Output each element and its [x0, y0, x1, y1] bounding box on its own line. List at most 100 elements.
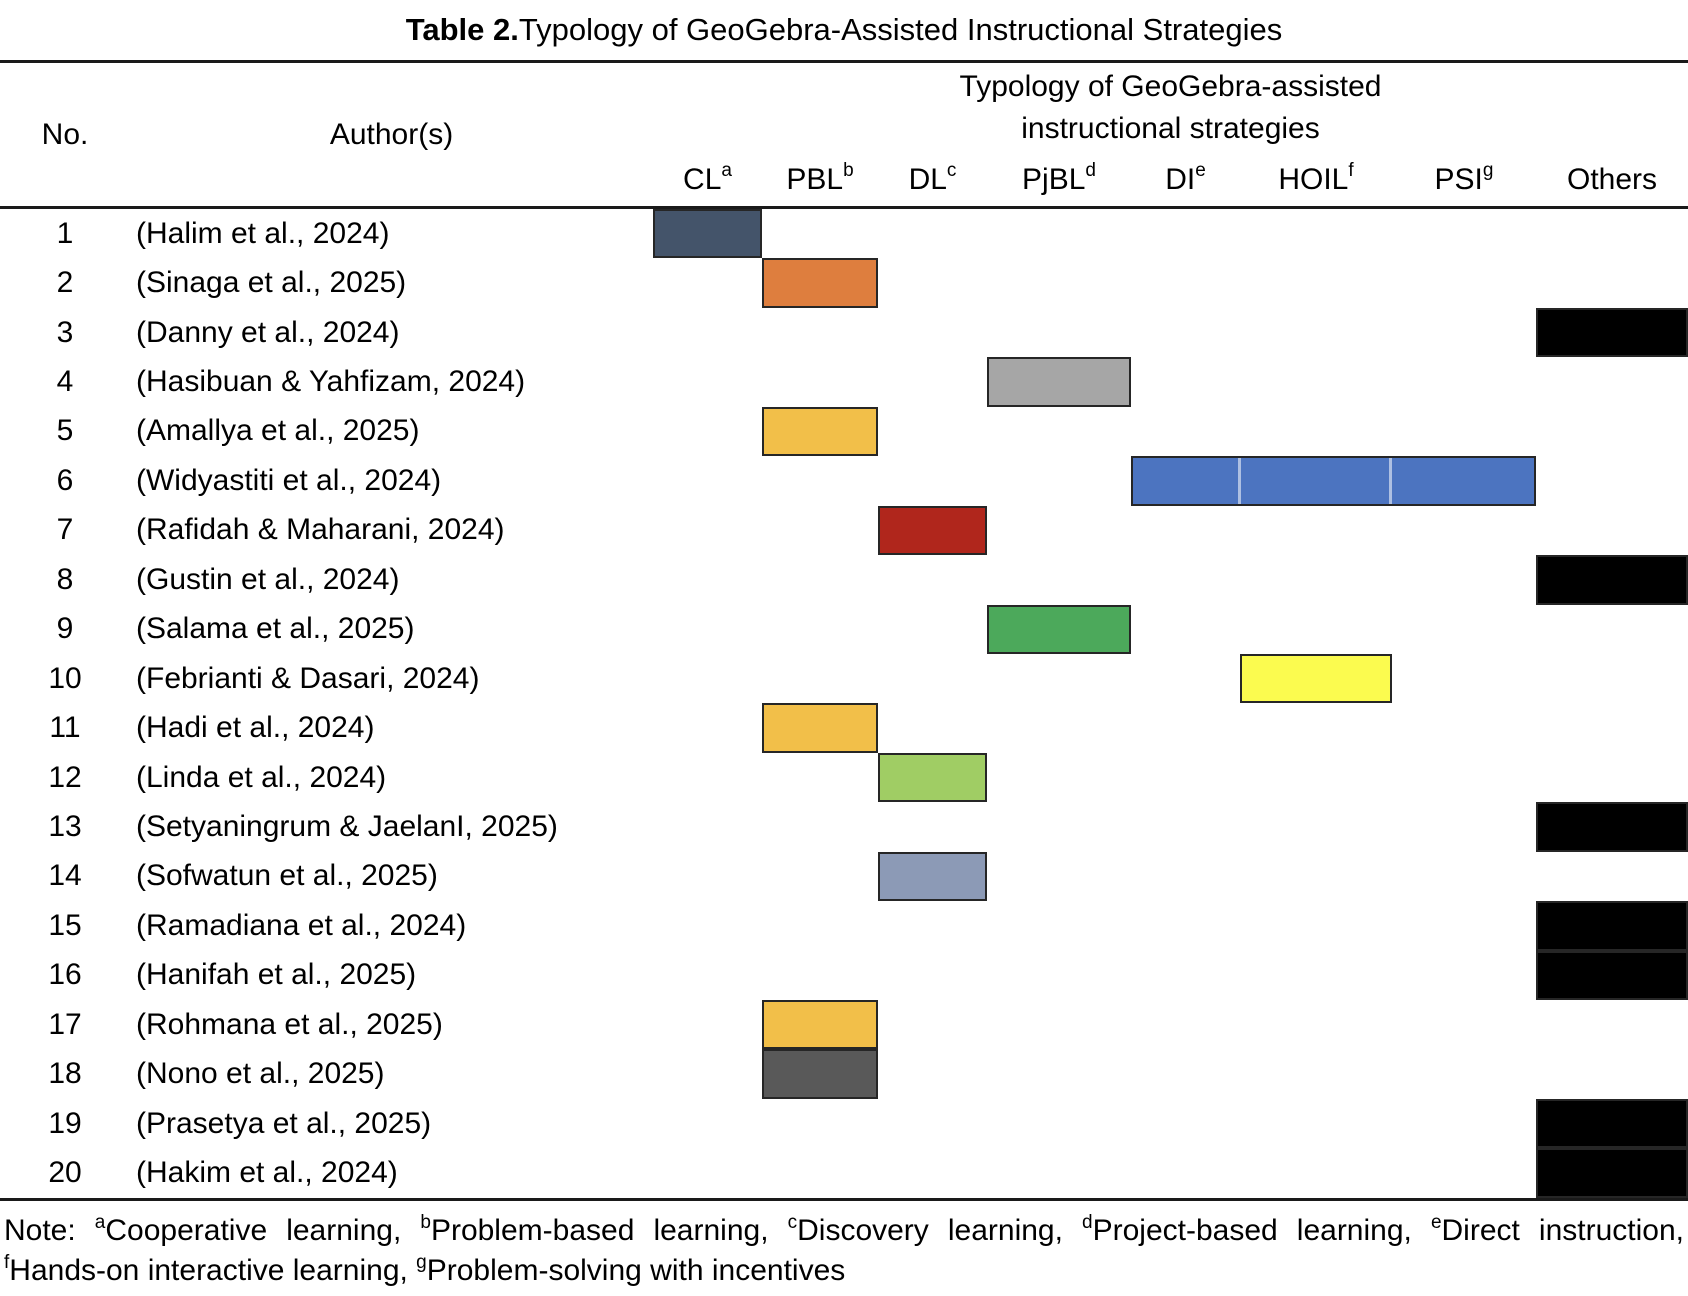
strategy-cell-pbl — [762, 802, 878, 851]
strategy-cell-hoil — [1240, 357, 1392, 406]
strategy-cell-psi — [1392, 654, 1536, 703]
strategy-cell-hoil — [1240, 209, 1392, 258]
strategy-cell-others — [1536, 258, 1688, 307]
row-number: 15 — [48, 908, 82, 942]
strategy-cell-others — [1536, 407, 1688, 456]
strategy-cell-others — [1536, 1148, 1688, 1198]
strategy-mark — [762, 406, 878, 457]
author-citation: (Febrianti & Dasari, 2024) — [136, 661, 480, 695]
strategy-cell-cl — [653, 308, 762, 357]
strategy-cell-pjbl — [987, 1148, 1131, 1197]
author-citation: (Rafidah & Maharani, 2024) — [136, 513, 505, 547]
table-row: 19 (Prasetya et al., 2025) — [0, 1098, 1688, 1149]
col-header-no: No. — [41, 117, 89, 151]
row-number: 4 — [56, 365, 74, 399]
strategy-cell-pjbl — [987, 654, 1131, 703]
strategy-cell-dl — [878, 505, 987, 556]
strategy-mark — [1240, 653, 1392, 704]
strategy-cell-hoil — [1240, 1049, 1392, 1098]
strategy-cell-psi — [1392, 1099, 1536, 1148]
strategy-cell-pjbl — [987, 1099, 1131, 1148]
table-row: 9 (Salama et al., 2025) — [0, 604, 1688, 654]
strategy-cell-dl — [878, 752, 987, 803]
strategy-cell-pbl — [762, 951, 878, 1000]
strategy-cell-others — [1536, 605, 1688, 654]
strategy-cell-pjbl — [987, 1000, 1131, 1049]
table-row: 11 (Hadi et al., 2024) — [0, 703, 1688, 753]
table-title-label: Table 2. — [405, 12, 519, 47]
strategy-cell-hoil — [1240, 852, 1392, 901]
row-number: 13 — [48, 809, 82, 843]
row-number: 2 — [56, 266, 74, 300]
strategy-mark — [987, 604, 1131, 654]
row-number: 11 — [49, 711, 81, 745]
strategy-cell-hoil — [1240, 1148, 1392, 1197]
strategy-cell-psi — [1392, 1049, 1536, 1098]
strategy-cell-di — [1131, 852, 1240, 901]
author-citation: (Nono et al., 2025) — [136, 1057, 385, 1091]
row-number: 3 — [56, 315, 74, 349]
strategy-cell-dl — [878, 308, 987, 357]
row-number: 20 — [48, 1156, 82, 1190]
strategy-cell-di — [1131, 605, 1240, 654]
strategy-cell-pjbl — [987, 555, 1131, 604]
strategy-cell-di — [1131, 456, 1536, 506]
strategy-cell-di — [1131, 357, 1240, 406]
strategy-cell-psi — [1392, 407, 1536, 456]
author-citation: (Rohmana et al., 2025) — [136, 1007, 443, 1041]
strategy-cell-psi — [1392, 753, 1536, 802]
strategy-cell-hoil — [1240, 1000, 1392, 1049]
strategy-cell-cl — [653, 852, 762, 901]
strategy-mark — [987, 357, 1131, 407]
author-citation: (Sinaga et al., 2025) — [136, 266, 407, 300]
row-number: 12 — [48, 760, 82, 794]
strategy-cell-di — [1131, 258, 1240, 307]
strategy-cell-cl — [653, 258, 762, 307]
strategy-cell-pbl — [762, 506, 878, 555]
col-header-others: Others — [1566, 162, 1658, 196]
table-body: 1 (Halim et al., 2024) 2 (Sinaga et al.,… — [0, 209, 1688, 1198]
table-title: Table 2. Typology of GeoGebra-Assisted I… — [0, 0, 1688, 60]
strategy-cell-psi — [1392, 703, 1536, 752]
strategy-cell-others — [1536, 852, 1688, 901]
strategy-cell-di — [1131, 1000, 1240, 1049]
strategy-mark — [1536, 950, 1688, 1000]
strategy-cell-psi — [1392, 506, 1536, 555]
strategy-cell-hoil — [1240, 703, 1392, 752]
strategy-cell-di — [1131, 901, 1240, 950]
row-number: 5 — [56, 414, 74, 448]
strategy-cell-pbl — [762, 901, 878, 950]
author-citation: (Hadi et al., 2024) — [136, 711, 375, 745]
strategy-cell-others — [1536, 209, 1688, 258]
strategy-cell-cl — [653, 654, 762, 703]
row-number: 18 — [48, 1057, 82, 1091]
strategy-cell-cl — [653, 951, 762, 1000]
author-citation: (Setyaningrum & JaelanI, 2025) — [136, 809, 558, 843]
strategy-cell-di — [1131, 703, 1240, 752]
row-number: 7 — [56, 513, 74, 547]
strategy-cell-di — [1131, 209, 1240, 258]
strategy-cell-pbl — [762, 1049, 878, 1099]
strategy-cell-pjbl — [987, 506, 1131, 555]
strategy-cell-pbl — [762, 357, 878, 406]
strategy-cell-di — [1131, 407, 1240, 456]
strategy-cell-dl — [878, 1099, 987, 1148]
table-row: 7 (Rafidah & Maharani, 2024) — [0, 505, 1688, 556]
strategy-cell-pbl — [762, 555, 878, 604]
strategy-cell-dl — [878, 407, 987, 456]
strategy-cell-pjbl — [987, 407, 1131, 456]
table-row: 20 (Hakim et al., 2024) — [0, 1148, 1688, 1198]
col-header-pbl: PBL b — [786, 159, 854, 196]
strategy-cell-others — [1536, 901, 1688, 951]
strategy-cell-pbl — [762, 1148, 878, 1197]
table-row: 5 (Amallya et al., 2025) — [0, 406, 1688, 457]
strategy-cell-hoil — [1240, 555, 1392, 604]
strategy-cell-pjbl — [987, 209, 1131, 258]
strategy-cell-dl — [878, 258, 987, 307]
strategy-cell-cl — [653, 506, 762, 555]
strategy-mark — [1131, 456, 1536, 506]
strategy-cell-pbl — [762, 703, 878, 753]
strategy-cell-pbl — [762, 654, 878, 703]
strategy-cell-pbl — [762, 258, 878, 308]
strategy-cell-dl — [878, 605, 987, 654]
